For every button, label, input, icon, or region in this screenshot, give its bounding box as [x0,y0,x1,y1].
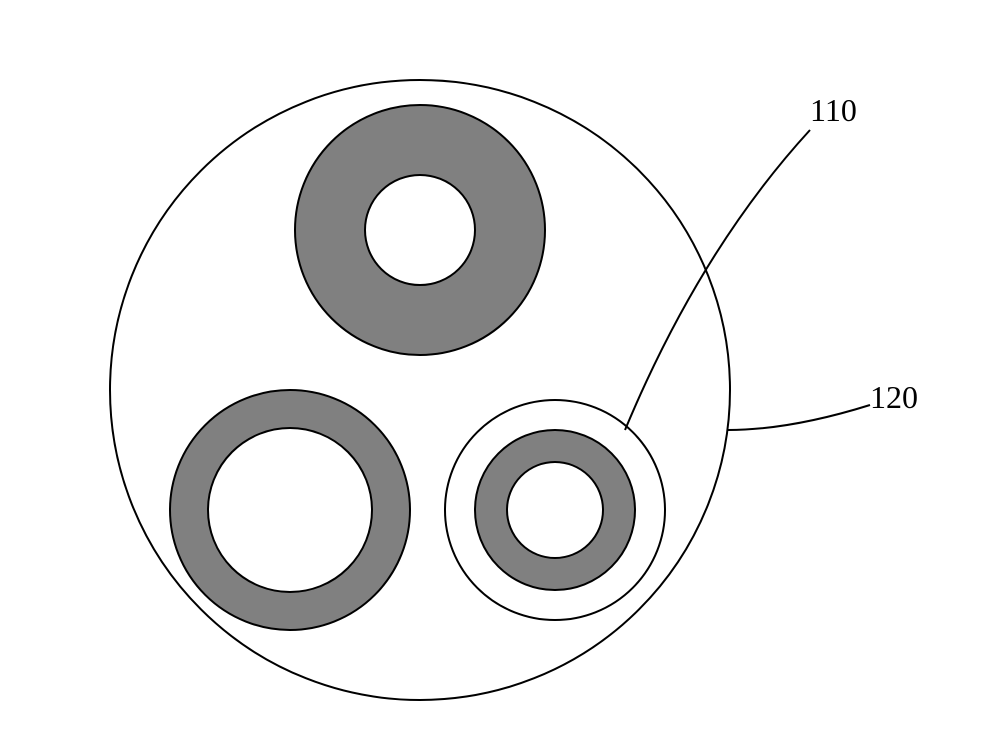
label-110: 110 [810,92,857,129]
label-120: 120 [870,379,918,416]
